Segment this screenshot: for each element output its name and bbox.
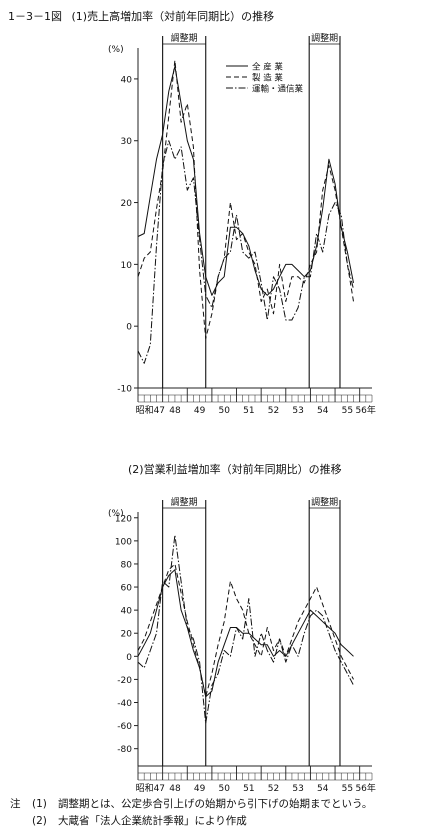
x-tick-label: 48 [169,406,181,416]
footnote-1: 注 (1) 調整期とは、公定歩合引上げの始期から引下げの始期までという。 [10,796,372,813]
footnote-text: 大蔵省「法人企業統計季報」により作成 [58,815,247,827]
footnote-number: (1) [32,798,47,810]
y-tick-label: -10 [117,385,132,395]
y-tick-label: 0 [126,653,132,663]
y-tick-label: 60 [121,584,133,594]
y-tick-label: 20 [121,199,133,209]
y-tick-label: -20 [117,676,132,686]
x-tick-label: 53 [292,406,303,416]
series-line-2 [137,563,354,698]
x-tick-label: 50 [218,406,230,416]
y-tick-label: 40 [121,607,133,617]
footnotes: 注 (1) 調整期とは、公定歩合引上げの始期から引下げの始期までという。 (2)… [10,796,372,830]
series-line-1 [137,569,354,698]
y-axis-unit: (%) [108,45,124,55]
figure-number: 1－3－1図 [8,10,62,23]
y-tick-label: -40 [117,699,132,709]
adjustment-period-label: 調整期 [311,496,338,508]
y-tick-label: 30 [121,137,133,147]
x-tick-label: 昭和47 [136,405,165,416]
x-tick-label: 50 [218,784,230,794]
x-tick-label: 52 [268,784,279,794]
footnote-2: (2) 大蔵省「法人企業統計季報」により作成 [10,813,372,830]
footnote-prefix: 注 [10,798,21,810]
series-line-3 [137,140,354,364]
x-tick-label: 53 [292,784,303,794]
y-tick-label: 100 [115,537,132,547]
y-tick-label: 20 [121,630,133,640]
chart2-title: (2)営業利益増加率（対前年同期比）の推移 [128,463,342,476]
legend-label-1: 全 産 業 [252,62,283,73]
adjustment-period-label: 調整期 [171,32,198,44]
adjustment-period-label: 調整期 [171,496,198,508]
figure-title: 1－3－1図 (1)売上高増加率（対前年同期比）の推移 [8,8,274,24]
adjustment-period-label: 調整期 [311,32,338,44]
sales-growth-chart: -10 0 10 20 30 40 (%) 昭和47 48 49 50 51 52 53 54 55 56年 調整… [108,32,376,416]
x-tick-label: 55 [342,784,353,794]
x-tick-label: 49 [194,406,206,416]
x-tick-label: 昭和47 [136,783,165,794]
x-tick-label: 54 [317,406,329,416]
x-tick-label: 56年 [355,404,375,416]
chart1-title: (1)売上高増加率（対前年同期比）の推移 [71,10,275,23]
x-tick-label: 56年 [355,782,375,794]
x-tick-label: 49 [194,784,206,794]
y-tick-label: 80 [121,560,133,570]
y-tick-label: -60 [117,722,132,732]
y-tick-label: 0 [126,323,132,333]
series-line-2 [137,59,354,339]
x-tick-label: 52 [268,406,279,416]
y-tick-label: 120 [115,514,132,524]
x-tick-label: 54 [317,784,329,794]
x-tick-label: 55 [342,406,353,416]
y-axis-unit: (%) [108,509,124,519]
legend-label-2: 製 造 業 [252,73,283,84]
footnote-number: (2) [32,815,47,827]
legend-label-3: 運輸・通信業 [252,84,304,95]
y-tick-label: 10 [121,261,133,271]
x-tick-label: 48 [169,784,181,794]
y-tick-label: -80 [117,745,132,755]
footnote-text: 調整期とは、公定歩合引上げの始期から引下げの始期までという。 [58,798,373,810]
x-tick-label: 51 [243,406,254,416]
series-line-3 [137,534,354,724]
y-tick-label: 40 [121,75,133,85]
x-tick-label: 51 [243,784,254,794]
